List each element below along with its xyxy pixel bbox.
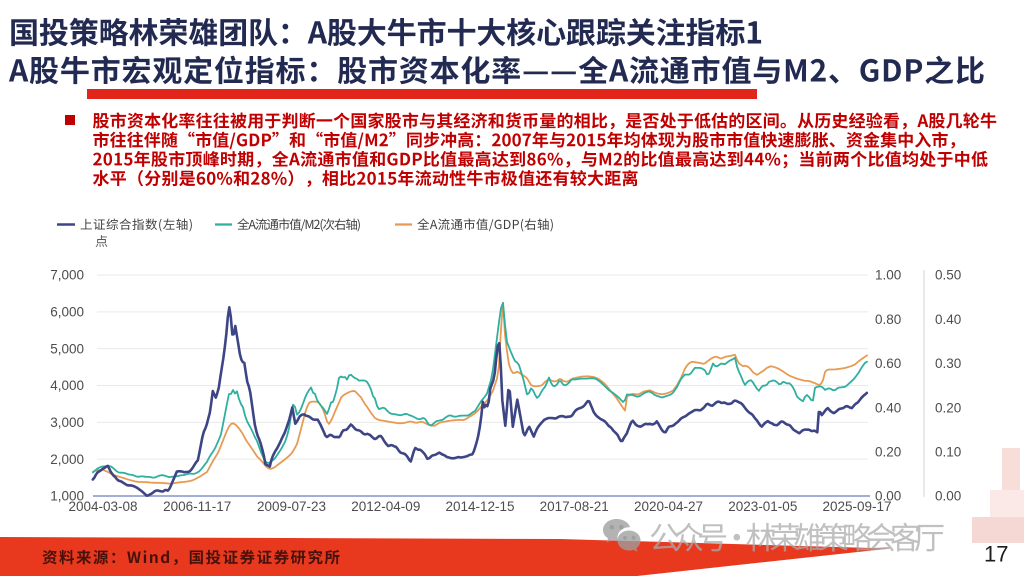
svg-text:2014-12-15: 2014-12-15 xyxy=(445,499,514,514)
svg-text:0.60: 0.60 xyxy=(875,356,901,371)
svg-text:0.40: 0.40 xyxy=(935,312,961,327)
svg-text:1,000: 1,000 xyxy=(50,489,84,504)
svg-text:6,000: 6,000 xyxy=(50,305,84,320)
svg-text:7,000: 7,000 xyxy=(50,268,84,283)
svg-text:0.40: 0.40 xyxy=(875,400,901,415)
svg-text:2012-04-09: 2012-04-09 xyxy=(351,499,420,514)
svg-text:5,000: 5,000 xyxy=(50,341,84,356)
svg-text:2025-09-17: 2025-09-17 xyxy=(822,499,891,514)
svg-text:0.10: 0.10 xyxy=(935,445,961,460)
svg-text:4,000: 4,000 xyxy=(50,378,84,393)
svg-text:2017-08-21: 2017-08-21 xyxy=(540,499,609,514)
svg-text:17: 17 xyxy=(984,542,1008,567)
svg-text:0.20: 0.20 xyxy=(935,400,961,415)
svg-text:0.30: 0.30 xyxy=(935,356,961,371)
svg-text:0.80: 0.80 xyxy=(875,312,901,327)
svg-text:2020-04-27: 2020-04-27 xyxy=(634,499,703,514)
svg-text:0.50: 0.50 xyxy=(935,268,961,283)
svg-text:0.00: 0.00 xyxy=(935,489,961,504)
svg-text:2023-01-05: 2023-01-05 xyxy=(728,499,797,514)
svg-text:2,000: 2,000 xyxy=(50,452,84,467)
svg-text:1.00: 1.00 xyxy=(875,268,901,283)
svg-text:2009-07-23: 2009-07-23 xyxy=(257,499,326,514)
svg-text:0.00: 0.00 xyxy=(875,489,901,504)
svg-text:0.20: 0.20 xyxy=(875,445,901,460)
svg-text:2004-03-08: 2004-03-08 xyxy=(68,499,137,514)
svg-text:3,000: 3,000 xyxy=(50,415,84,430)
svg-text:2006-11-17: 2006-11-17 xyxy=(163,499,231,514)
